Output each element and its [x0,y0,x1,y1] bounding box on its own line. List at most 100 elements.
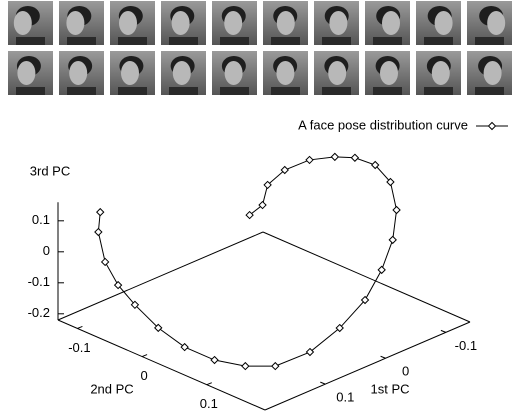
marker [377,265,386,275]
face-thumbnail [314,51,359,95]
x-tick [320,381,326,385]
marker [96,207,105,217]
face [66,11,85,35]
shirt [475,37,504,45]
face [224,11,243,35]
shirt [322,87,351,95]
face [224,61,243,85]
marker [350,153,360,162]
curve [97,156,398,367]
x-tick-label: 0.1 [336,390,354,405]
shirt [169,87,198,95]
shirt [169,37,198,45]
marker [335,323,344,333]
shirt [118,87,147,95]
face-thumbnail [365,1,410,45]
legend-marker [487,121,497,131]
face-thumbnail [467,51,512,95]
marker [305,155,314,165]
face [329,11,348,35]
x-tick-label: 0 [402,364,409,379]
base-edge [57,319,266,411]
shirt [271,87,300,95]
marker [210,355,219,365]
face [380,61,398,85]
marker [100,257,110,267]
marker [388,235,397,245]
shirt [220,87,249,95]
face [276,11,295,35]
shirt [118,37,147,45]
face-thumbnail [59,51,104,95]
y-tick [77,325,83,329]
face [69,61,88,85]
face [483,61,502,85]
face-thumbnail [161,1,206,45]
marker [130,300,140,310]
marker [245,210,254,220]
face-thumbnail [314,1,359,45]
x-tick-label: -0.1 [455,338,477,353]
marker [386,177,395,187]
y-axis-label: 2nd PC [90,381,133,396]
face-thumbnail [212,51,257,95]
x-tick [380,355,386,359]
marker [360,295,370,305]
face-thumbnail [416,51,461,95]
legend-label: A face pose distribution curve [298,117,468,132]
marker [241,361,250,371]
face-thumbnail [161,51,206,95]
z-tick-label: -0.2 [28,305,50,320]
marker [258,200,267,210]
shirt [271,37,300,45]
face-thumbnail [416,1,461,45]
face [13,11,32,35]
face [121,61,139,85]
shirt [67,37,96,45]
face-thumbnail [110,1,155,45]
face-thumbnails [8,1,512,95]
face-thumbnail [263,1,308,45]
face-thumbnail [263,51,308,95]
shirt [373,87,402,95]
shirt [322,37,351,45]
face-thumbnail [467,1,512,45]
face [328,61,347,85]
face-thumbnail [59,1,104,45]
shirt [424,37,453,45]
face-thumbnail [212,1,257,45]
marker [392,205,401,215]
z-tick-label: 0 [43,243,50,258]
face [17,61,36,85]
face [119,11,137,35]
base-edge [57,231,264,321]
marker [280,165,289,175]
face-thumbnail [8,51,53,95]
marker [305,347,315,357]
shirt [220,37,249,45]
base-edge [264,321,471,411]
base-edge [262,231,471,323]
shirt [67,87,96,95]
face [172,61,191,85]
shirt [373,37,402,45]
y-tick [141,354,148,358]
marker [180,342,189,352]
z-axis-label: 3rd PC [30,163,70,178]
y-tick-label: -0.1 [68,340,90,355]
y-tick-label: 0.1 [200,396,218,411]
y-tick [206,382,212,386]
marker [263,180,272,190]
marker [370,160,380,170]
shirt [424,87,453,95]
marker [154,323,163,333]
marker [330,152,340,162]
face-thumbnail [8,1,53,45]
marker [271,361,280,371]
shirt [16,37,45,45]
face [431,61,450,85]
z-tick-label: -0.1 [28,274,50,289]
face [276,61,295,85]
z-tick-label: 0.1 [32,212,50,227]
